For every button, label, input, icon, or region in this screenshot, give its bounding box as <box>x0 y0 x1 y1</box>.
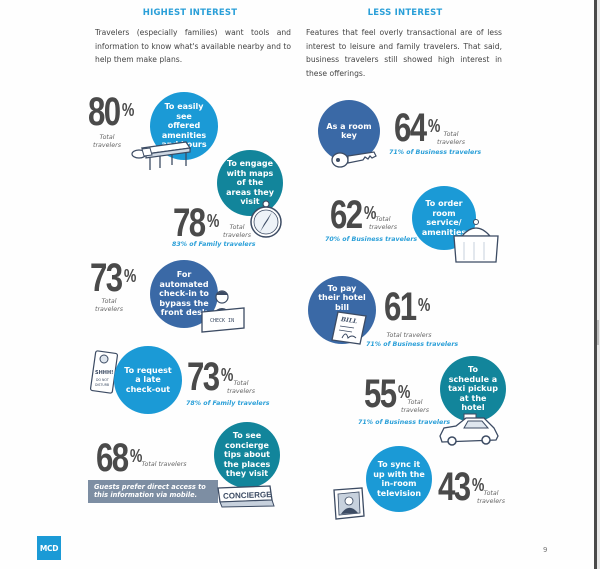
viewer-border <box>594 0 597 569</box>
stat-percent: 43% <box>438 465 485 509</box>
stat-percent: 64% <box>394 106 441 150</box>
mobile-access-callout: Guests prefer direct access to this info… <box>88 480 218 503</box>
bill-icon: BILL <box>331 311 367 345</box>
svg-text:SHHH!: SHHH! <box>95 370 113 376</box>
stat-percent: 80% <box>88 90 135 134</box>
stat-total-label: Total travelers <box>226 380 255 395</box>
concierge-sign-icon: CONCIERGE <box>217 485 275 508</box>
svg-text:CONCIERGE: CONCIERGE <box>223 490 272 501</box>
stat-sub-label: 71% of Business travelers <box>358 419 451 426</box>
stat-total-label: Total travelers <box>400 399 429 414</box>
stat-circle-late-checkout: To request a late check-out <box>114 346 182 414</box>
stat-circle-maps: To engage with maps of the areas they vi… <box>217 150 283 216</box>
page-number: 9 <box>543 546 548 554</box>
intro-highest-interest: Travelers (especially families) want too… <box>95 28 291 64</box>
television-icon <box>333 487 365 520</box>
stat-circle-room-key: As a room key <box>318 100 380 162</box>
stat-total-label: Total travelers <box>94 298 123 313</box>
heading-highest-interest: HIGHEST INTEREST <box>142 8 238 18</box>
stat-total-label: Total travelers <box>386 332 432 339</box>
stat-sub-label: 70% of Business travelers <box>325 236 418 243</box>
key-icon <box>331 151 377 168</box>
stat-sub-label: 83% of Family travelers <box>172 241 256 248</box>
viewer-scrollbar-thumb[interactable] <box>597 320 599 345</box>
compass-icon <box>250 200 282 238</box>
stat-sub-label: 71% of Business travelers <box>389 149 482 156</box>
stat-circle-concierge: To see concierge tips about the places t… <box>214 422 280 488</box>
svg-text:DO NOT: DO NOT <box>96 378 109 382</box>
stat-percent: 55% <box>364 372 411 416</box>
stat-total-label: Total travelers <box>476 490 505 505</box>
stat-circle-taxi: To schedule a taxi pickup at the hotel <box>440 356 506 422</box>
stat-percent: 73% <box>187 355 234 399</box>
viewer-scrollbar-track[interactable] <box>597 0 600 569</box>
stat-circle-tv-sync: To sync it up with the in-room televisio… <box>366 446 432 512</box>
massage-table-icon <box>131 141 192 170</box>
svg-text:BILL: BILL <box>340 316 358 325</box>
stat-total-label: Total travelers <box>222 224 251 239</box>
svg-text:DISTURB: DISTURB <box>95 383 109 387</box>
stat-total-label: Total travelers <box>436 131 465 146</box>
stat-percent: 73% <box>90 256 137 300</box>
room-service-cloche-icon <box>453 219 499 263</box>
stat-sub-label: 78% of Family travelers <box>186 400 270 407</box>
stat-total-label: Total travelers <box>92 134 121 149</box>
check-in-desk-icon: CHECK IN <box>201 290 245 333</box>
heading-less-interest: LESS INTEREST <box>367 8 443 18</box>
taxi-icon <box>439 413 499 446</box>
stat-percent: 68% <box>96 436 143 480</box>
door-hanger-icon: SHHH! DO NOT DISTURB <box>90 350 119 394</box>
svg-text:CHECK IN: CHECK IN <box>210 318 234 324</box>
stat-percent: 78% <box>173 201 220 245</box>
stat-sub-label: 71% of Business travelers <box>366 341 459 348</box>
intro-less-interest: Features that feel overly transactional … <box>306 28 502 78</box>
stat-percent: 61% <box>384 285 431 329</box>
stat-total-label: Total travelers <box>141 461 187 468</box>
stat-circle-check-in: For automated check-in to bypass the fro… <box>150 260 218 328</box>
stat-percent: 62% <box>330 193 377 237</box>
stat-total-label: Total travelers <box>368 216 397 231</box>
mcd-logo: MCD <box>37 536 61 560</box>
